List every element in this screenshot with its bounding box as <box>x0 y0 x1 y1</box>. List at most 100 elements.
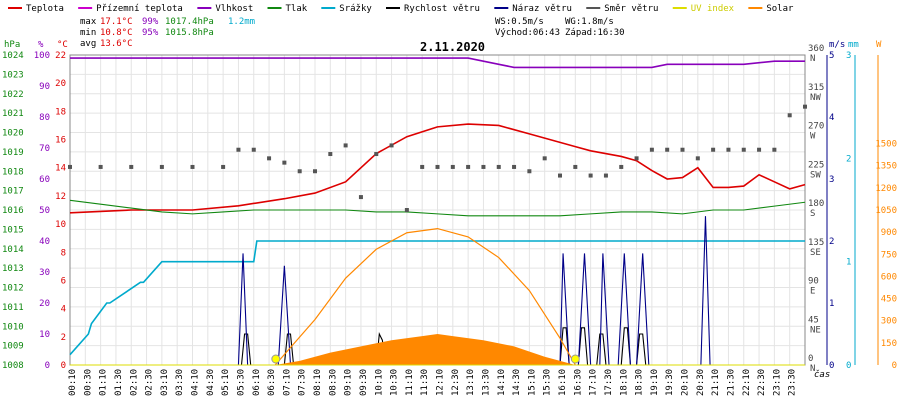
tick-hpa-16: 1024 <box>2 51 24 61</box>
series-direction-point-38 <box>726 147 731 152</box>
tick-hpa-15: 1023 <box>2 70 24 80</box>
tick-time-24: 12:10 <box>436 369 446 396</box>
unit-percent: % <box>38 40 44 50</box>
series-direction-point-22 <box>481 164 486 169</box>
tick-hpa-12: 1020 <box>2 129 24 139</box>
tick-dir-name-1: NE <box>810 325 821 335</box>
series-direction-point-12 <box>328 152 333 157</box>
series-direction-point-10 <box>297 169 302 174</box>
tick-time-27: 13:30 <box>481 369 491 396</box>
tick-time-28: 14:10 <box>497 369 507 396</box>
tick-time-8: 04:10 <box>191 369 201 396</box>
tick-ms-0: 0 <box>829 361 834 371</box>
wind-gust-max: WG:1.8m/s <box>565 17 614 27</box>
series-direction-point-28 <box>573 164 578 169</box>
tick-temp-4: 8 <box>61 248 66 258</box>
tick-hpa-0: 1008 <box>2 361 24 371</box>
tick-time-30: 15:10 <box>527 369 537 396</box>
legend-label-1: Přízemní teplota <box>96 4 183 14</box>
stat-max-temp: 17.1°C <box>100 17 133 27</box>
series-direction-point-37 <box>711 147 716 152</box>
tick-w-3: 450 <box>881 295 897 305</box>
tick-time-5: 02:30 <box>145 369 155 396</box>
series-direction-point-35 <box>680 147 685 152</box>
tick-time-18: 09:10 <box>344 369 354 396</box>
series-0 <box>69 123 806 214</box>
tick-w-2: 300 <box>881 317 897 327</box>
stat-min-label: min <box>80 28 96 38</box>
tick-time-25: 12:30 <box>451 369 461 396</box>
tick-time-39: 19:30 <box>665 369 675 396</box>
tick-time-22: 11:10 <box>405 369 415 396</box>
unit-mm: mm <box>848 40 859 50</box>
series-direction-point-33 <box>649 147 654 152</box>
sunrise-marker <box>271 354 281 364</box>
tick-hpa-1: 1009 <box>2 342 24 352</box>
tick-ms-5: 5 <box>829 51 834 61</box>
tick-time-3: 01:30 <box>114 369 124 396</box>
tick-time-32: 16:10 <box>558 369 568 396</box>
tick-pct-9: 90 <box>39 82 50 92</box>
tick-pct-0: 0 <box>45 361 50 371</box>
tick-dir-name-5: SW <box>810 170 821 180</box>
series-direction-point-39 <box>741 147 746 152</box>
tick-temp-7: 14 <box>55 164 66 174</box>
tick-time-15: 07:30 <box>298 369 308 396</box>
tick-pct-5: 50 <box>39 206 50 216</box>
tick-time-12: 06:10 <box>252 369 262 396</box>
unit-time: čas <box>814 369 830 380</box>
tick-pct-2: 20 <box>39 299 50 309</box>
tick-ms-1: 1 <box>829 299 834 309</box>
stat-max-pressure: 1017.4hPa <box>165 17 214 27</box>
axes: 1008100910101011101210131014101510161017… <box>2 44 897 396</box>
tick-hpa-11: 1019 <box>2 148 24 158</box>
tick-ms-2: 2 <box>829 237 834 247</box>
tick-time-36: 18:10 <box>619 369 629 396</box>
stat-avg-label: avg <box>80 39 96 49</box>
tick-dir-deg-2: 90 <box>808 277 819 287</box>
tick-time-31: 15:30 <box>543 369 553 396</box>
tick-pct-6: 60 <box>39 175 50 185</box>
series-direction-point-16 <box>389 143 394 148</box>
series-3 <box>69 240 805 356</box>
series-direction-point-0 <box>68 164 72 169</box>
sunset-marker <box>570 354 580 364</box>
series-direction-point-6 <box>236 147 241 152</box>
series-direction-point-20 <box>450 164 455 169</box>
tick-time-19: 09:30 <box>359 369 369 396</box>
unit-celsius: °C <box>57 40 68 50</box>
tick-pct-1: 10 <box>39 330 50 340</box>
legend-label-3: Tlak <box>286 4 308 14</box>
tick-time-26: 13:10 <box>466 369 476 396</box>
tick-pct-4: 40 <box>39 237 50 247</box>
tick-time-4: 02:10 <box>129 369 139 396</box>
tick-dir-deg-5: 225 <box>808 160 824 170</box>
tick-time-44: 22:10 <box>742 369 752 396</box>
series-direction-point-8 <box>267 156 272 161</box>
series-direction-point-3 <box>159 164 164 169</box>
stat-min-temp: 10.8°C <box>100 28 133 38</box>
legend-label-6: Náraz větru <box>512 4 572 14</box>
tick-time-47: 23:30 <box>788 369 798 396</box>
series-direction-point-11 <box>313 169 317 174</box>
tick-w-6: 900 <box>881 228 897 238</box>
tick-w-5: 750 <box>881 250 897 260</box>
series-direction-point-9 <box>282 160 287 165</box>
series-direction-point-36 <box>695 156 700 161</box>
tick-dir-deg-3: 135 <box>808 238 824 248</box>
tick-time-23: 11:30 <box>420 369 430 396</box>
tick-temp-11: 22 <box>55 51 66 61</box>
series-direction-point-15 <box>374 152 379 157</box>
tick-time-41: 20:30 <box>696 369 706 396</box>
series-direction-point-42 <box>787 113 792 118</box>
tick-time-38: 19:10 <box>650 369 660 396</box>
tick-time-21: 10:30 <box>390 369 400 396</box>
series-direction-point-7 <box>251 147 256 152</box>
series-direction-point-14 <box>358 195 363 200</box>
tick-temp-6: 12 <box>55 192 66 202</box>
stat-max-humidity: 99% <box>142 17 159 27</box>
legend-label-2: Vlhkost <box>215 4 253 14</box>
tick-temp-5: 10 <box>55 220 66 230</box>
